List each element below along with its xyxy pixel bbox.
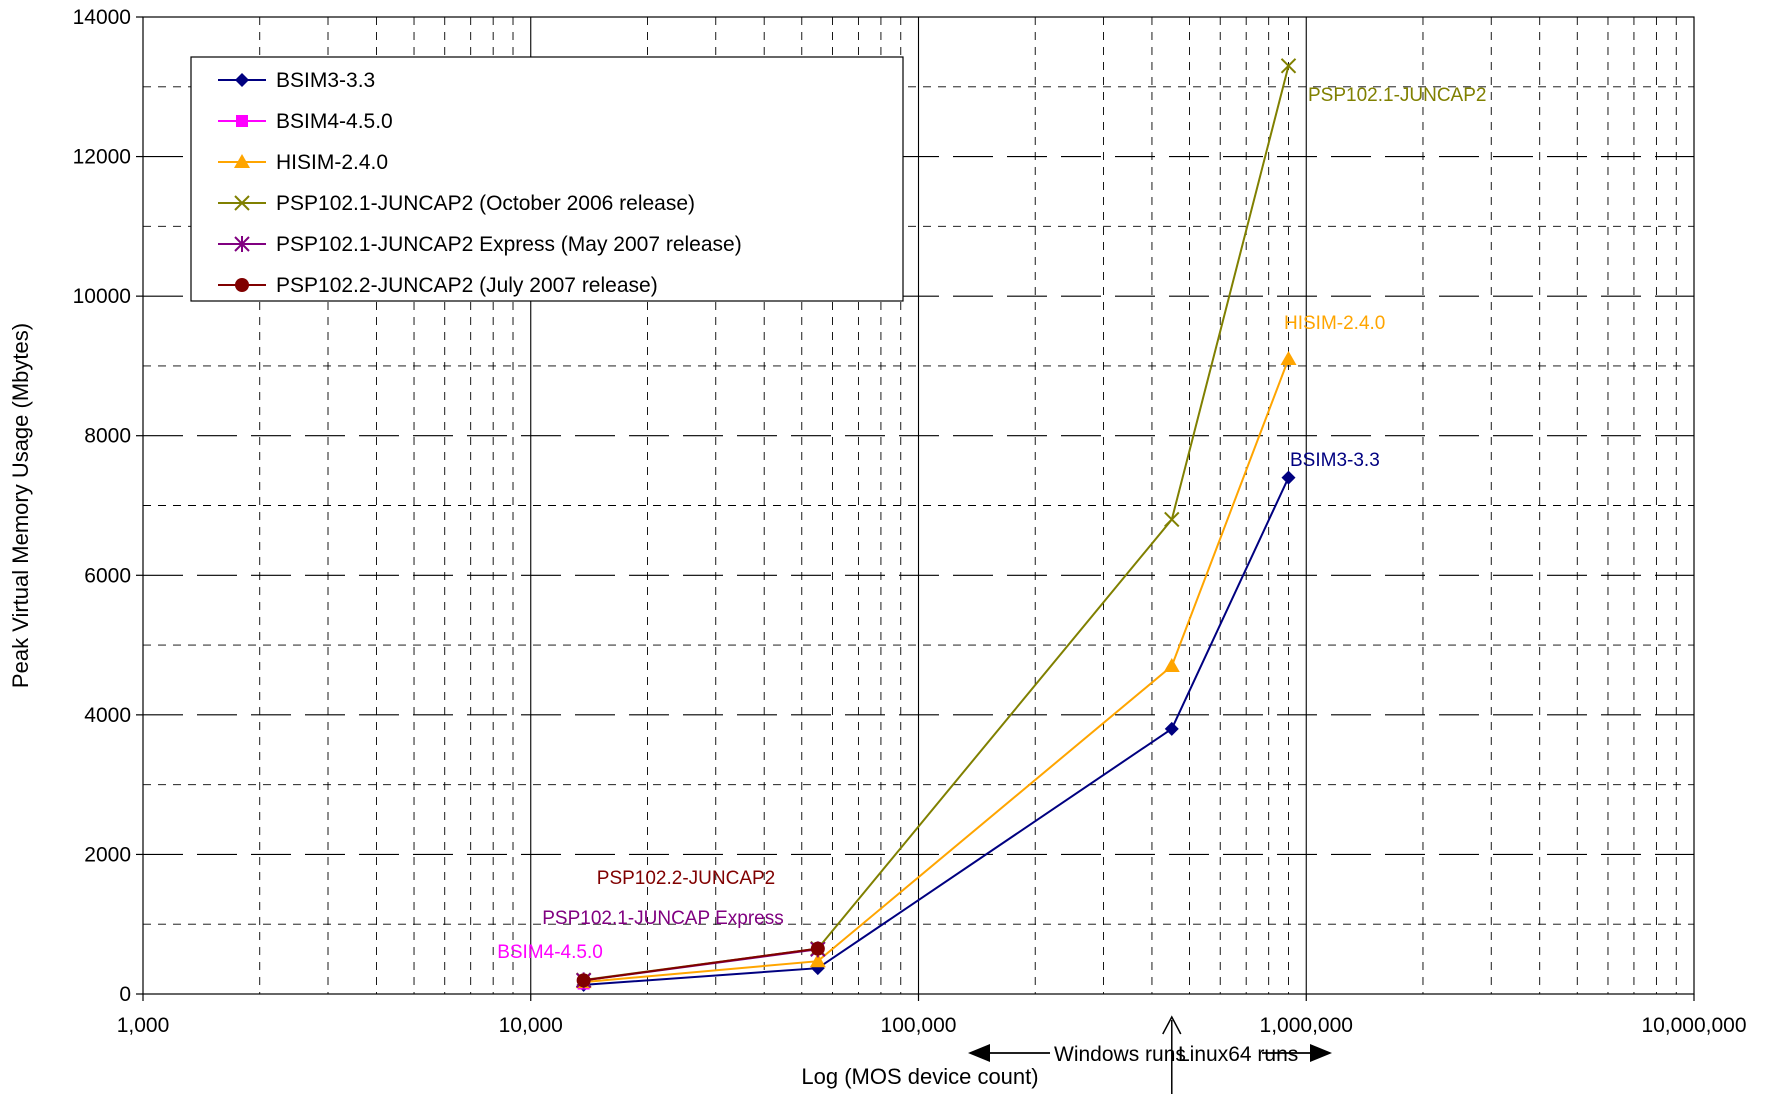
annotation-label: BSIM3-3.3 xyxy=(1290,450,1380,471)
annotation-label: HISIM-2.4.0 xyxy=(1284,313,1385,334)
legend-label: PSP102.2-JUNCAP2 (July 2007 release) xyxy=(276,274,658,297)
data-point xyxy=(576,973,591,988)
y-tick-label: 2000 xyxy=(84,843,131,866)
annotations: PSP102.1-JUNCAP2 HISIM-2.4.0 BSIM3-3.3 PSP1… xyxy=(497,85,1486,963)
x-tick-label: 10,000 xyxy=(499,1014,563,1037)
data-point xyxy=(235,73,249,87)
data-point xyxy=(235,278,249,292)
legend: BSIM3-3.3 BSIM4-4.5.0 HISIM-2.4.0 PSP102.1-… xyxy=(190,56,904,302)
data-point xyxy=(234,154,250,168)
annotation-label: PSP102.1-JUNCAP2 xyxy=(1308,85,1486,106)
legend-box xyxy=(190,56,904,302)
y-axis-title: Peak Virtual Memory Usage (Mbytes) xyxy=(8,323,33,688)
legend-label: PSP102.1-JUNCAP2 (October 2006 release) xyxy=(276,192,695,215)
y-tick-label: 12000 xyxy=(73,146,131,169)
legend-label: PSP102.1-JUNCAP2 Express (May 2007 relea… xyxy=(276,233,742,256)
data-point xyxy=(236,115,248,127)
series-line xyxy=(583,477,1290,986)
annotation-label: BSIM4-4.5.0 xyxy=(497,942,603,963)
up-arrow-icon xyxy=(1162,1015,1182,1035)
y-tick-label: 4000 xyxy=(84,704,131,727)
y-tick-label: 14000 xyxy=(73,6,131,29)
y-tick-label: 6000 xyxy=(84,564,131,587)
data-point xyxy=(810,941,825,956)
y-tick-label: 0 xyxy=(119,983,131,1006)
grid xyxy=(143,17,1694,994)
data-point xyxy=(1164,511,1180,528)
data-point xyxy=(234,195,250,211)
x-tick-label: 1,000,000 xyxy=(1260,1014,1353,1037)
annotation-label: PSP102.2-JUNCAP2 xyxy=(597,868,775,889)
x-tick-label: 100,000 xyxy=(881,1014,957,1037)
linux-runs-label: Linux64 runs xyxy=(1178,1043,1298,1066)
series-5 xyxy=(576,941,825,988)
series-line xyxy=(583,947,818,982)
y-tick-label: 10000 xyxy=(73,285,131,308)
windows-runs-label: Windows runs xyxy=(1054,1043,1186,1066)
legend-label: BSIM4-4.5.0 xyxy=(276,110,393,133)
series-line xyxy=(583,358,1290,984)
series-layer xyxy=(575,58,1297,992)
x-tick-label: 10,000,000 xyxy=(1641,1014,1746,1037)
legend-label: HISIM-2.4.0 xyxy=(276,151,388,174)
data-point xyxy=(1281,470,1296,485)
x-axis-title: Log (MOS device count) xyxy=(801,1064,1038,1089)
data-point xyxy=(1163,658,1180,673)
data-point xyxy=(1164,721,1179,736)
data-point xyxy=(809,953,826,968)
axes: 0 2000 4000 6000 8000 10000 12000 14000 1,000 10,… xyxy=(8,6,1747,1089)
data-point xyxy=(234,236,250,252)
y-tick-label: 8000 xyxy=(84,425,131,448)
legend-label: BSIM3-3.3 xyxy=(276,69,375,92)
annotation-label: PSP102.1-JUNCAP Express xyxy=(542,908,783,929)
x-tick-label: 1,000 xyxy=(117,1014,170,1037)
left-arrow-icon xyxy=(968,1044,990,1062)
data-point xyxy=(1280,350,1297,365)
data-point xyxy=(1280,58,1297,74)
right-arrow-icon xyxy=(1310,1044,1332,1062)
